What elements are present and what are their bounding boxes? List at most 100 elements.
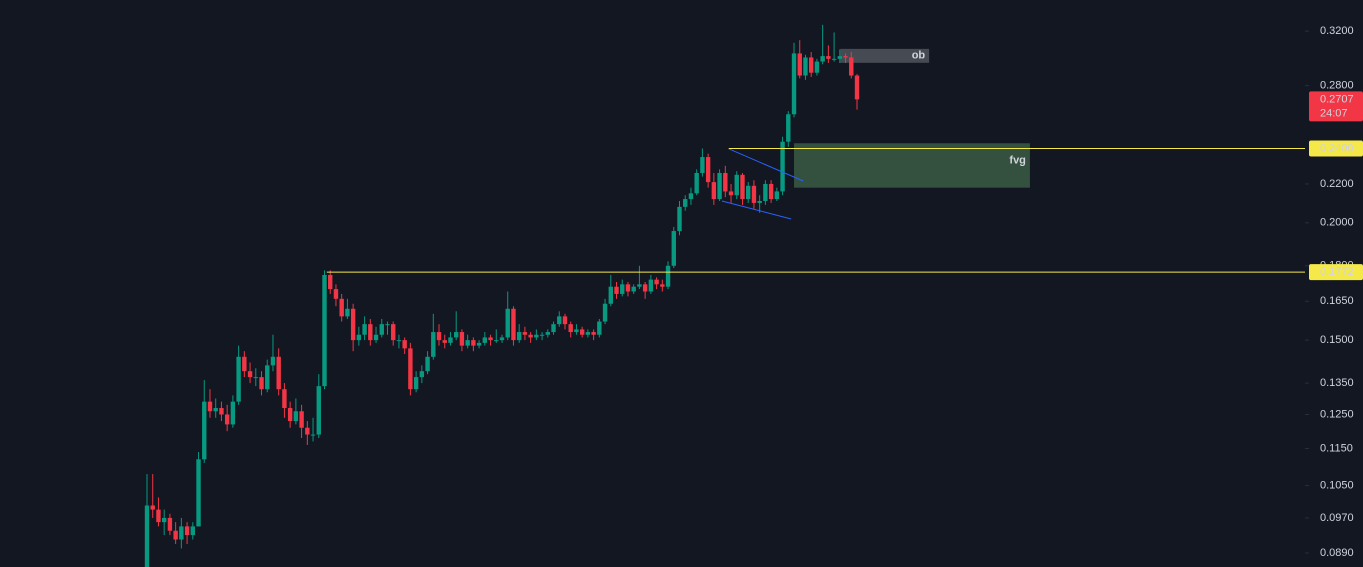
candle-body — [711, 182, 717, 200]
y-tick-label: 0.3200 — [1320, 25, 1354, 37]
zone-label: fvg — [1009, 154, 1026, 166]
candle-body — [207, 401, 213, 412]
candle-body — [345, 308, 350, 317]
level-badge — [1309, 140, 1363, 157]
candle-body — [196, 459, 201, 527]
y-tick-label: 0.0890 — [1320, 547, 1354, 559]
candle-body — [379, 324, 384, 335]
candle-body — [551, 324, 556, 333]
candle-body — [854, 75, 860, 100]
y-tick-label: 0.2800 — [1320, 80, 1354, 92]
candle-body — [499, 337, 505, 341]
candle-body — [843, 56, 848, 58]
candle-body — [591, 332, 596, 335]
candle-body — [425, 356, 430, 372]
candle-body — [488, 337, 493, 341]
candle-body — [717, 172, 722, 200]
candle-body — [161, 517, 167, 523]
candle-body — [385, 324, 390, 326]
candle-body — [562, 316, 568, 325]
y-tick-label: 0.1250 — [1320, 408, 1354, 420]
candle-body — [694, 172, 699, 194]
candle-body — [791, 53, 797, 115]
candle-body — [683, 199, 688, 207]
candle-body — [167, 517, 173, 531]
candle-body — [625, 284, 631, 292]
candle-body — [620, 284, 625, 294]
candle-body — [448, 337, 453, 343]
candle-body — [654, 279, 659, 285]
last-price-label: 0.2707 — [1320, 93, 1354, 105]
candle-body — [660, 284, 665, 287]
trendline — [721, 200, 792, 220]
candle-body — [316, 386, 321, 435]
candle-body — [305, 427, 310, 435]
candle-body — [368, 324, 373, 341]
candle-body — [579, 329, 585, 335]
candle-body — [471, 340, 476, 346]
candle-body — [574, 329, 579, 333]
y-tick-label: 0.2000 — [1320, 217, 1354, 229]
candle-body — [568, 324, 573, 333]
candle-body — [465, 340, 470, 346]
candle-body — [322, 274, 327, 387]
candle-body — [362, 324, 367, 335]
candle-body — [453, 332, 459, 338]
candle-body — [602, 303, 608, 322]
candle-body — [202, 401, 207, 460]
candle-body — [608, 286, 613, 304]
candle-body — [826, 56, 831, 59]
level-badge — [1309, 264, 1363, 281]
y-tick-label: 0.2200 — [1320, 178, 1354, 190]
y-tick-label: 0.1500 — [1320, 334, 1354, 346]
candle-body — [746, 185, 751, 200]
candle-body — [642, 284, 648, 292]
candle-body — [265, 365, 270, 390]
y-tick-label: 0.1050 — [1320, 480, 1354, 492]
candle-body — [431, 332, 436, 357]
candle-body — [631, 286, 636, 292]
candle-body — [539, 334, 545, 336]
candle-body — [774, 191, 780, 200]
candle-body — [293, 411, 299, 422]
candle-body — [253, 377, 258, 379]
candle-body — [213, 408, 218, 412]
candle-body — [585, 332, 591, 335]
candle-body — [763, 183, 768, 201]
candle-body — [236, 356, 241, 402]
zone — [840, 48, 930, 63]
candle-body — [734, 174, 739, 196]
candle-body — [184, 526, 190, 536]
candle-body — [224, 414, 230, 425]
candle-body — [247, 371, 253, 378]
candle-body — [522, 332, 528, 335]
candle-body — [677, 206, 682, 232]
candle-body — [373, 334, 379, 341]
candle-body — [328, 274, 333, 290]
candle-body — [831, 58, 837, 60]
candle-body — [637, 284, 642, 287]
candle-body — [820, 56, 825, 62]
candle-body — [665, 265, 671, 287]
zone-label: ob — [912, 50, 926, 62]
candle-body — [419, 371, 425, 378]
candle-body — [402, 340, 407, 349]
candle-body — [728, 191, 734, 196]
zone — [794, 143, 1030, 188]
candle-body — [442, 340, 447, 343]
candle-body — [259, 377, 264, 390]
candle-body — [413, 377, 419, 390]
candle-body — [459, 332, 465, 346]
candle-body — [242, 356, 247, 372]
candle-body — [287, 408, 293, 422]
candle-body — [688, 193, 694, 200]
candle-body — [391, 324, 396, 341]
candle-body — [723, 172, 728, 192]
candle-body — [808, 57, 814, 73]
candle-body — [786, 114, 791, 142]
candle-body — [705, 157, 711, 183]
candle-body — [482, 337, 488, 343]
candle-body — [219, 408, 224, 415]
candle-body — [505, 308, 510, 338]
